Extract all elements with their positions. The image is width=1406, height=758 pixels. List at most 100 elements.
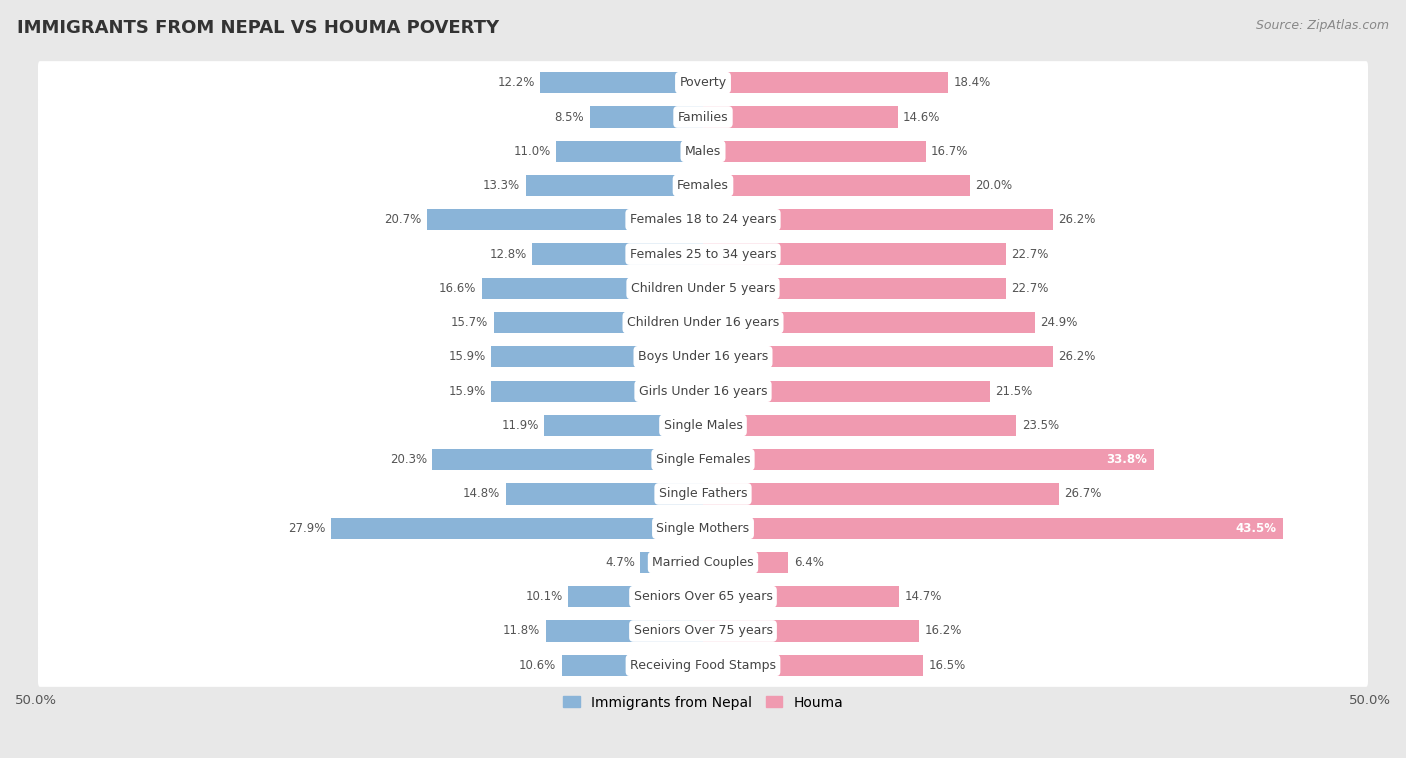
Text: 26.2%: 26.2% xyxy=(1057,213,1095,227)
FancyBboxPatch shape xyxy=(38,438,1368,481)
Text: 4.7%: 4.7% xyxy=(605,556,636,569)
Text: 14.6%: 14.6% xyxy=(903,111,941,124)
FancyBboxPatch shape xyxy=(38,301,1368,344)
Text: 43.5%: 43.5% xyxy=(1236,522,1277,534)
Bar xyxy=(703,620,920,641)
Bar xyxy=(703,655,924,676)
Bar xyxy=(432,449,703,470)
FancyBboxPatch shape xyxy=(38,541,1368,584)
Text: 16.7%: 16.7% xyxy=(931,145,969,158)
Text: Children Under 5 years: Children Under 5 years xyxy=(631,282,775,295)
Bar xyxy=(494,312,703,334)
Bar xyxy=(557,141,703,162)
Legend: Immigrants from Nepal, Houma: Immigrants from Nepal, Houma xyxy=(557,690,849,715)
Text: 18.4%: 18.4% xyxy=(953,77,991,89)
Text: 26.2%: 26.2% xyxy=(1057,350,1095,363)
Text: Poverty: Poverty xyxy=(679,77,727,89)
FancyBboxPatch shape xyxy=(38,61,1368,105)
Bar xyxy=(703,552,789,573)
Bar xyxy=(703,346,1053,368)
Text: Seniors Over 75 years: Seniors Over 75 years xyxy=(634,625,772,637)
Text: 21.5%: 21.5% xyxy=(995,384,1032,398)
Bar xyxy=(482,277,703,299)
Text: 12.8%: 12.8% xyxy=(489,248,527,261)
FancyBboxPatch shape xyxy=(38,164,1368,207)
Text: 33.8%: 33.8% xyxy=(1107,453,1147,466)
Text: 15.9%: 15.9% xyxy=(449,350,485,363)
Bar xyxy=(561,655,703,676)
Text: 16.6%: 16.6% xyxy=(439,282,477,295)
Bar xyxy=(491,346,703,368)
FancyBboxPatch shape xyxy=(38,609,1368,653)
Text: 11.9%: 11.9% xyxy=(502,419,538,432)
Bar xyxy=(526,175,703,196)
Text: 16.5%: 16.5% xyxy=(928,659,966,672)
Text: Single Females: Single Females xyxy=(655,453,751,466)
Bar xyxy=(703,449,1154,470)
Text: Married Couples: Married Couples xyxy=(652,556,754,569)
Bar xyxy=(506,484,703,505)
Text: Boys Under 16 years: Boys Under 16 years xyxy=(638,350,768,363)
Text: 11.8%: 11.8% xyxy=(503,625,540,637)
Text: Source: ZipAtlas.com: Source: ZipAtlas.com xyxy=(1256,19,1389,32)
Bar xyxy=(703,209,1053,230)
Text: Girls Under 16 years: Girls Under 16 years xyxy=(638,384,768,398)
Bar xyxy=(703,277,1005,299)
Text: 15.9%: 15.9% xyxy=(449,384,485,398)
Text: 10.6%: 10.6% xyxy=(519,659,557,672)
FancyBboxPatch shape xyxy=(38,267,1368,310)
FancyBboxPatch shape xyxy=(38,130,1368,173)
FancyBboxPatch shape xyxy=(38,472,1368,515)
FancyBboxPatch shape xyxy=(38,644,1368,687)
Bar xyxy=(568,586,703,607)
Text: 20.3%: 20.3% xyxy=(389,453,427,466)
Bar xyxy=(589,106,703,127)
FancyBboxPatch shape xyxy=(38,233,1368,276)
Text: Seniors Over 65 years: Seniors Over 65 years xyxy=(634,590,772,603)
Text: Single Males: Single Males xyxy=(664,419,742,432)
Text: IMMIGRANTS FROM NEPAL VS HOUMA POVERTY: IMMIGRANTS FROM NEPAL VS HOUMA POVERTY xyxy=(17,19,499,37)
Text: 8.5%: 8.5% xyxy=(554,111,585,124)
Text: 20.7%: 20.7% xyxy=(384,213,422,227)
Bar xyxy=(703,141,925,162)
FancyBboxPatch shape xyxy=(38,199,1368,241)
Text: 12.2%: 12.2% xyxy=(498,77,534,89)
FancyBboxPatch shape xyxy=(38,370,1368,412)
Bar xyxy=(703,381,990,402)
Text: Single Fathers: Single Fathers xyxy=(659,487,747,500)
Text: 16.2%: 16.2% xyxy=(924,625,962,637)
Text: Children Under 16 years: Children Under 16 years xyxy=(627,316,779,329)
Bar xyxy=(703,586,898,607)
Text: 14.8%: 14.8% xyxy=(463,487,501,500)
FancyBboxPatch shape xyxy=(38,575,1368,619)
Text: 10.1%: 10.1% xyxy=(526,590,562,603)
Text: 15.7%: 15.7% xyxy=(451,316,488,329)
Text: Females 25 to 34 years: Females 25 to 34 years xyxy=(630,248,776,261)
FancyBboxPatch shape xyxy=(38,335,1368,378)
FancyBboxPatch shape xyxy=(38,96,1368,139)
Text: 6.4%: 6.4% xyxy=(794,556,824,569)
Bar xyxy=(540,72,703,93)
Text: 13.3%: 13.3% xyxy=(484,179,520,192)
Text: 23.5%: 23.5% xyxy=(1022,419,1059,432)
Text: Females: Females xyxy=(678,179,728,192)
Bar xyxy=(640,552,703,573)
Text: Receiving Food Stamps: Receiving Food Stamps xyxy=(630,659,776,672)
Bar xyxy=(703,484,1059,505)
Bar xyxy=(703,312,1035,334)
FancyBboxPatch shape xyxy=(38,506,1368,550)
Text: Males: Males xyxy=(685,145,721,158)
Text: 22.7%: 22.7% xyxy=(1011,282,1049,295)
Bar xyxy=(703,72,949,93)
Text: 20.0%: 20.0% xyxy=(976,179,1012,192)
Text: Single Mothers: Single Mothers xyxy=(657,522,749,534)
Bar xyxy=(703,243,1005,265)
Text: 11.0%: 11.0% xyxy=(513,145,551,158)
Text: 26.7%: 26.7% xyxy=(1064,487,1102,500)
Bar xyxy=(703,175,970,196)
Bar xyxy=(330,518,703,539)
Text: 24.9%: 24.9% xyxy=(1040,316,1078,329)
Bar xyxy=(544,415,703,436)
FancyBboxPatch shape xyxy=(38,404,1368,447)
Bar xyxy=(427,209,703,230)
